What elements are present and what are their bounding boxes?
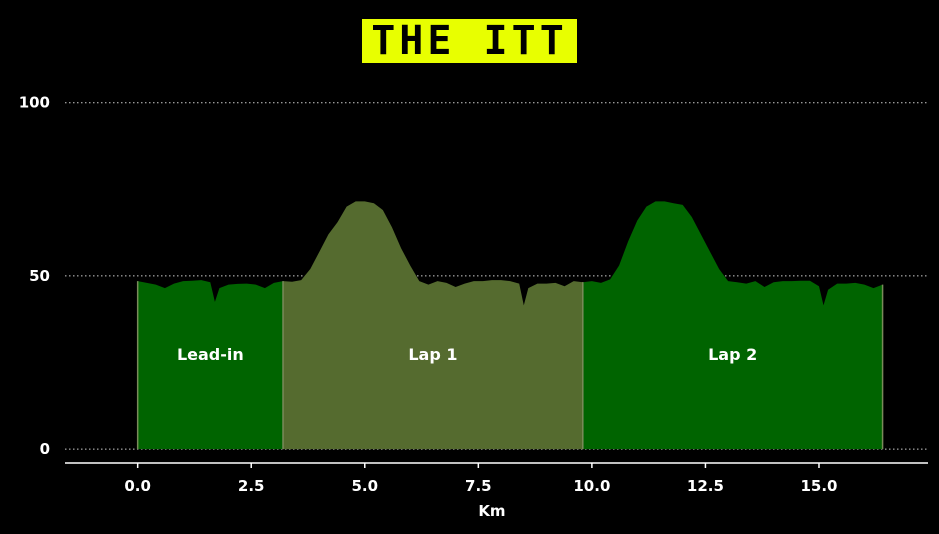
x-tick-label: 12.5 <box>687 477 724 495</box>
x-tick-label: 10.0 <box>573 477 610 495</box>
y-tick-label: 100 <box>19 94 50 112</box>
y-tick-label: 0 <box>40 440 50 458</box>
y-tick-label: 50 <box>29 267 50 285</box>
segment-label: Lap 1 <box>408 345 457 364</box>
segment-label: Lap 2 <box>708 345 757 364</box>
segment-area-lap-1 <box>283 201 583 450</box>
segment-label: Lead-in <box>177 345 244 364</box>
chart-title-badge: THE ITT <box>362 19 577 63</box>
x-axis-label: Km <box>478 502 505 520</box>
chart-title: THE ITT <box>371 18 568 64</box>
segment-area-lap-2 <box>582 201 883 450</box>
x-tick-label: 2.5 <box>238 477 265 495</box>
x-tick-label: 0.0 <box>124 477 151 495</box>
x-tick-label: 5.0 <box>351 477 378 495</box>
segment-area-lead-in <box>137 280 284 450</box>
x-tick-label: 7.5 <box>465 477 492 495</box>
x-tick-label: 15.0 <box>800 477 837 495</box>
